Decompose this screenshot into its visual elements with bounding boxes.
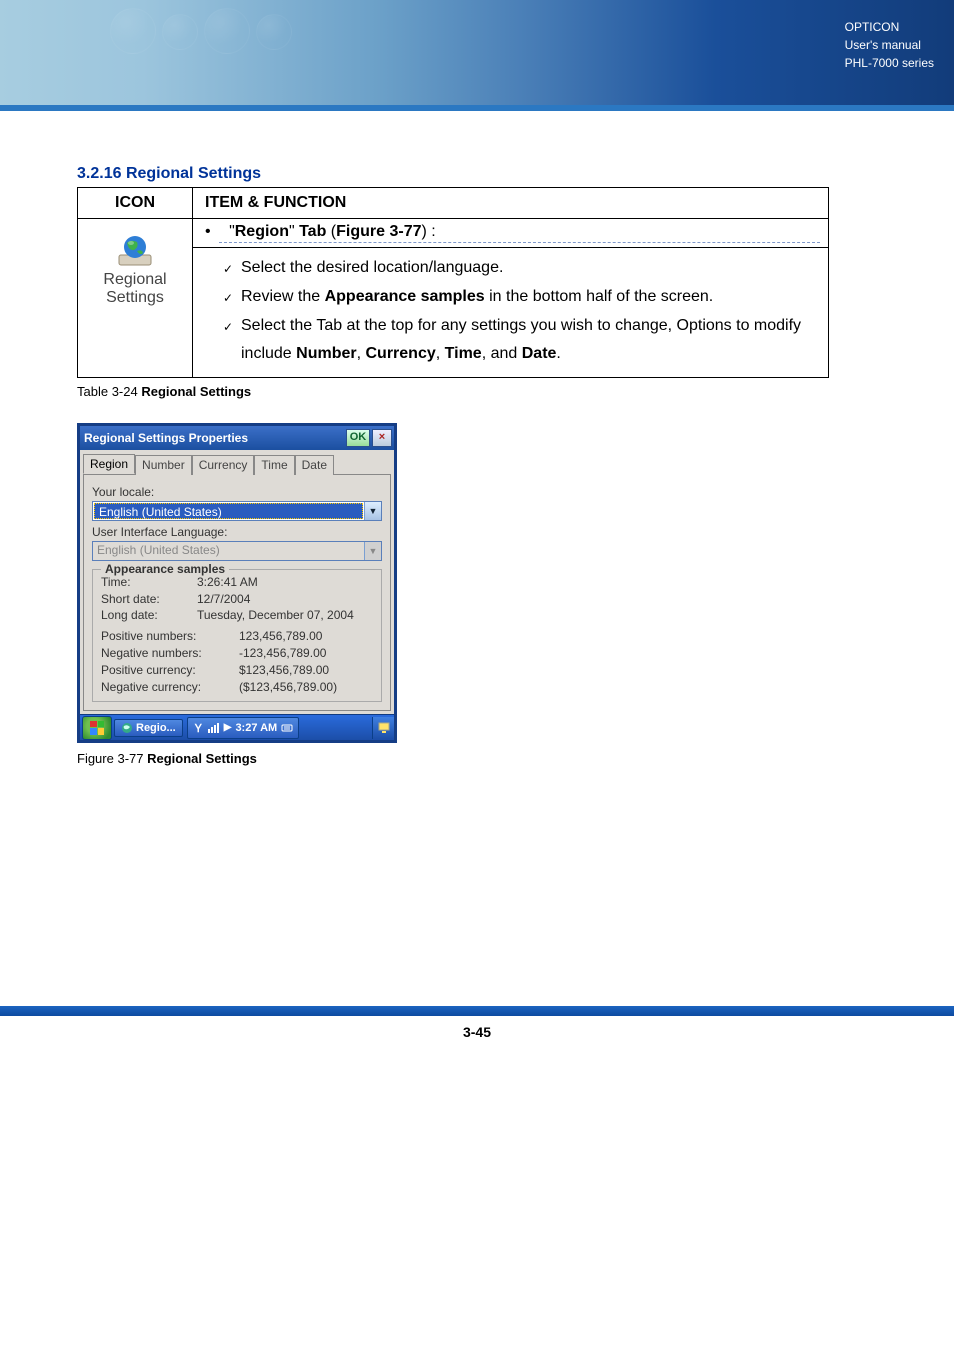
regional-settings-dialog: Regional Settings Properties OK × Region… — [77, 423, 397, 744]
tab-time[interactable]: Time — [254, 455, 294, 475]
icon-label-1: Regional — [103, 271, 166, 289]
section-heading: 3.2.16 Regional Settings — [77, 165, 882, 183]
poscur-label: Positive currency: — [101, 662, 239, 679]
bullet-icon: • — [205, 223, 211, 240]
check-icon: ✓ — [223, 254, 241, 279]
tab-number[interactable]: Number — [135, 455, 192, 475]
ok-button[interactable]: OK — [346, 429, 370, 447]
check-icon: ✓ — [223, 312, 241, 337]
locale-value: English (United States) — [94, 503, 363, 519]
tab-header-cell: • "Region" Tab (Figure 3-77) : — [193, 219, 829, 248]
dialog-body: Your locale: English (United States) ▼ U… — [83, 474, 391, 712]
icon-cell: Regional Settings — [78, 219, 193, 378]
keyboard-icon — [281, 722, 293, 734]
appearance-samples: Appearance samples Time:3:26:41 AM Short… — [92, 569, 382, 703]
figure-caption: Figure 3-77 Regional Settings — [77, 751, 882, 766]
negnum-value: -123,456,789.00 — [239, 645, 373, 662]
table-caption: Table 3-24 Regional Settings — [77, 384, 882, 399]
banner-label: OPTICON User's manual PHL-7000 series — [845, 0, 954, 72]
task-label: Regio... — [136, 722, 176, 734]
show-desktop-button[interactable] — [372, 717, 394, 739]
tab-currency[interactable]: Currency — [192, 455, 255, 475]
item-text-3: Select the Tab at the top for any settin… — [241, 312, 820, 366]
locale-label: Your locale: — [92, 485, 382, 499]
th-item: ITEM & FUNCTION — [193, 188, 829, 219]
posnum-value: 123,456,789.00 — [239, 628, 373, 645]
shortdate-label: Short date: — [101, 591, 197, 608]
dropdown-icon[interactable]: ▼ — [364, 502, 381, 520]
signal-icon — [208, 723, 220, 733]
clock: 3:27 AM — [235, 722, 277, 734]
appearance-legend: Appearance samples — [101, 562, 229, 576]
desktop-icon — [378, 722, 390, 734]
banner-decor — [110, 8, 292, 54]
negcur-label: Negative currency: — [101, 679, 239, 696]
time-label: Time: — [101, 574, 197, 591]
antenna-icon: Ｙ — [193, 720, 204, 736]
shortdate-value: 12/7/2004 — [197, 591, 373, 608]
poscur-value: $123,456,789.00 — [239, 662, 373, 679]
banner-line2: User's manual — [845, 36, 934, 54]
icon-label-2: Settings — [106, 289, 164, 307]
negcur-value: ($123,456,789.00) — [239, 679, 373, 696]
page-number: 3-45 — [0, 1016, 954, 1070]
header-banner: OPTICON User's manual PHL-7000 series — [0, 0, 954, 105]
longdate-value: Tuesday, December 07, 2004 — [197, 607, 373, 624]
taskbar: Regio... Ｙ ▶ 3:27 AM — [80, 714, 394, 740]
longdate-label: Long date: — [101, 607, 197, 624]
th-icon: ICON — [78, 188, 193, 219]
locale-select[interactable]: English (United States) ▼ — [92, 501, 382, 521]
item-function-table: ICON ITEM & FUNCTION Regional Set — [77, 187, 829, 378]
banner-line3: PHL-7000 series — [845, 54, 934, 72]
posnum-label: Positive numbers: — [101, 628, 239, 645]
item-text-1: Select the desired location/language. — [241, 254, 820, 281]
windows-flag-icon — [90, 721, 104, 735]
system-tray[interactable]: Ｙ ▶ 3:27 AM — [187, 717, 299, 739]
item-text-2: Review the Appearance samples in the bot… — [241, 283, 820, 310]
negnum-label: Negative numbers: — [101, 645, 239, 662]
banner-brand: OPTICON — [845, 18, 934, 36]
tab-date[interactable]: Date — [295, 455, 334, 475]
uilang-label: User Interface Language: — [92, 525, 382, 539]
time-value: 3:26:41 AM — [197, 574, 373, 591]
start-button[interactable] — [82, 716, 112, 740]
body-cell: ✓ Select the desired location/language. … — [193, 248, 829, 378]
check-icon: ✓ — [223, 283, 241, 308]
footer-rule — [0, 1006, 954, 1016]
tab-region[interactable]: Region — [83, 454, 135, 474]
dialog-tabs: Region Number Currency Time Date — [83, 450, 391, 474]
task-button[interactable]: Regio... — [114, 719, 183, 737]
regional-settings-icon — [117, 233, 153, 269]
uilang-value: English (United States) — [93, 542, 364, 560]
dialog-titlebar[interactable]: Regional Settings Properties OK × — [80, 426, 394, 450]
dropdown-icon: ▼ — [364, 542, 381, 560]
uilang-select: English (United States) ▼ — [92, 541, 382, 561]
globe-small-icon — [121, 722, 133, 734]
dialog-title: Regional Settings Properties — [84, 431, 346, 445]
close-button[interactable]: × — [372, 429, 392, 447]
play-icon: ▶ — [224, 722, 232, 733]
